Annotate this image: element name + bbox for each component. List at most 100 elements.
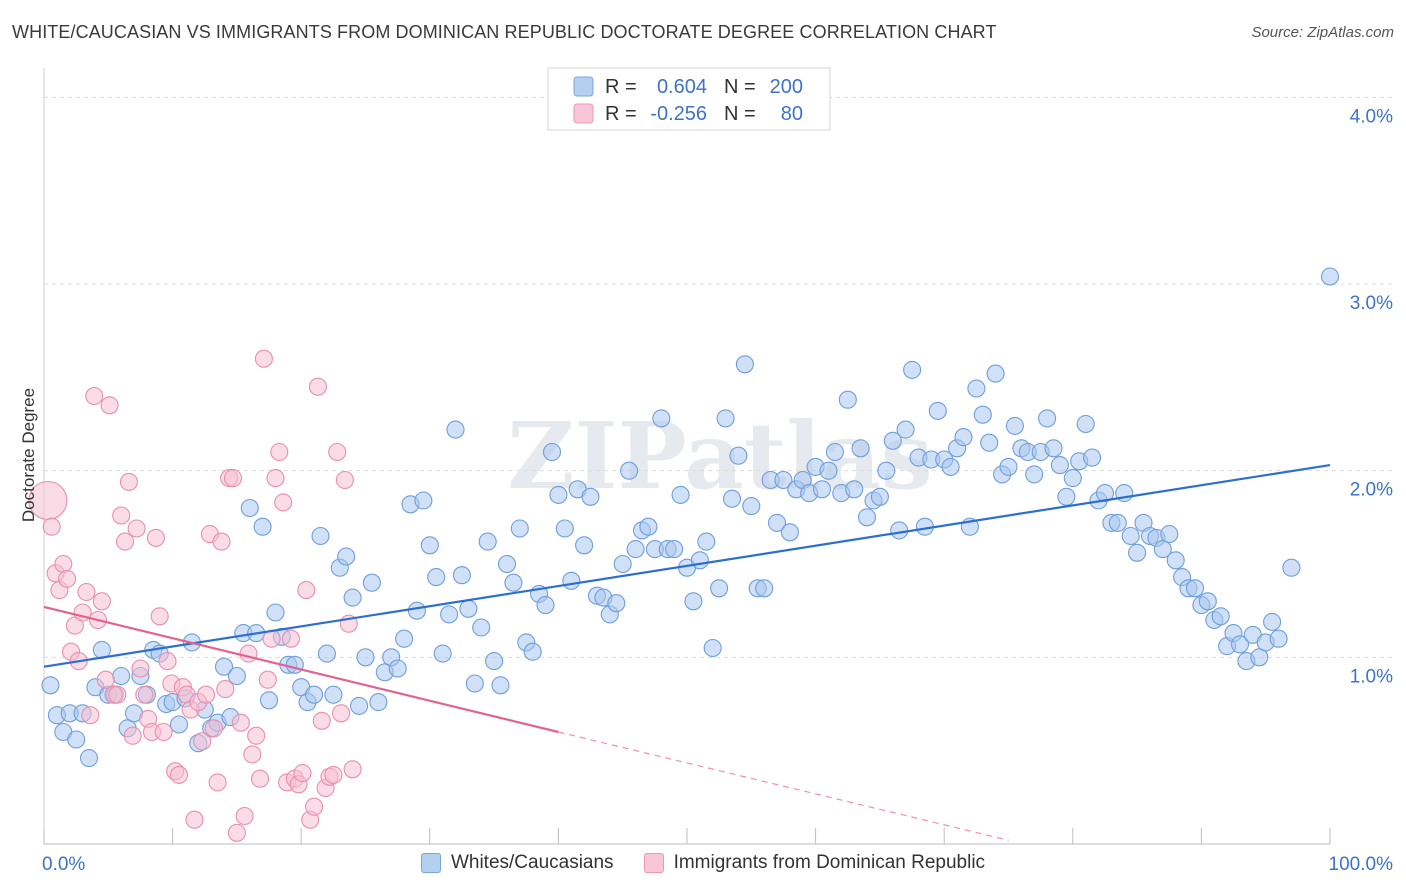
blue-point-27: [214, 657, 234, 676]
pink-point-5: [58, 569, 77, 588]
blue-point-105: [716, 409, 735, 428]
pink-point-41: [196, 685, 216, 704]
blue-point-161: [1076, 414, 1095, 434]
blue-point-192: [1282, 558, 1301, 577]
blue-point-156: [1044, 439, 1063, 458]
blue-point-68: [478, 532, 497, 551]
pink-point-71: [312, 711, 331, 730]
stats-n-value-blue: 200: [770, 76, 803, 98]
series-whites-points: [41, 267, 1340, 768]
pink-point-45: [212, 532, 231, 551]
pink-point-52: [239, 644, 258, 663]
pink-point-25: [135, 685, 154, 704]
pink-point-22: [123, 726, 142, 745]
blue-point-126: [851, 439, 870, 458]
blue-point-159: [1063, 469, 1082, 488]
blue-point-150: [1005, 416, 1024, 435]
blue-point-46: [337, 547, 356, 566]
blue-point-65: [459, 599, 478, 618]
stats-legend-blue-swatch: [573, 76, 594, 97]
blue-point-73: [510, 519, 529, 538]
blue-point-71: [497, 554, 517, 574]
stats-r-value-pink: -0.256: [650, 103, 707, 125]
blue-point-108: [735, 355, 754, 374]
stats-legend-pink-swatch: [573, 103, 594, 124]
blue-point-35: [266, 603, 285, 622]
blue-point-75: [523, 642, 542, 661]
blue-point-72: [504, 573, 523, 592]
pink-point-34: [169, 765, 189, 784]
blue-point-91: [626, 540, 645, 559]
y-tick-label-2: 3.0%: [1350, 293, 1393, 314]
pink-point-49: [227, 823, 246, 842]
blue-point-157: [1050, 456, 1069, 475]
blue-point-70: [491, 676, 510, 695]
blue-point-191: [1269, 629, 1288, 648]
blue-point-83: [575, 536, 594, 555]
blue-point-31: [240, 498, 259, 518]
blue-point-164: [1095, 484, 1115, 503]
pink-point-57: [258, 670, 277, 689]
blue-point-33: [253, 517, 272, 536]
stats-r-value-blue: 0.604: [657, 76, 707, 98]
pink-point-67: [297, 581, 316, 600]
pink-point-16: [100, 396, 119, 415]
blue-point-66: [465, 674, 484, 693]
blue-point-127: [857, 508, 877, 527]
stats-n-label-pink: N =: [724, 103, 756, 125]
pink-point-29: [150, 607, 169, 626]
pink-point-18: [108, 685, 127, 704]
blue-point-132: [890, 521, 909, 540]
pink-point-69: [305, 797, 324, 816]
blue-point-109: [742, 497, 761, 516]
blue-point-93: [639, 517, 658, 536]
blue-point-115: [780, 523, 799, 542]
blue-point-147: [986, 364, 1005, 383]
blue-point-77: [536, 596, 555, 615]
blue-point-90: [620, 461, 639, 480]
stats-r-label-pink: R =: [605, 103, 637, 125]
axes: [43, 68, 1331, 845]
blue-point-104: [710, 579, 729, 598]
blue-point-129: [870, 487, 889, 506]
blue-point-80: [555, 519, 574, 538]
pink-point-56: [254, 349, 273, 368]
blue-point-178: [1185, 579, 1205, 598]
pink-point-30: [154, 722, 173, 742]
blue-point-69: [485, 652, 504, 671]
pink-point-74: [324, 765, 343, 784]
blue-point-145: [973, 405, 992, 424]
blue-point-103: [703, 638, 722, 658]
blue-point-48: [350, 696, 369, 715]
pink-point-21: [119, 472, 138, 491]
pink-point-10: [77, 582, 96, 602]
pink-point-75: [328, 442, 347, 462]
x-tick-label-0: 0.0%: [42, 854, 85, 875]
pink-point-31: [158, 652, 177, 671]
pink-point-63: [281, 629, 300, 648]
pink-point-50: [231, 713, 250, 732]
blue-point-182: [1211, 607, 1230, 626]
blue-point-47: [343, 588, 362, 607]
blue-point-79: [549, 485, 568, 504]
blue-point-168: [1121, 526, 1140, 546]
blue-point-88: [607, 594, 626, 613]
pink-point-12: [85, 386, 104, 406]
blue-point-43: [317, 644, 336, 663]
blue-point-6: [79, 749, 99, 768]
legend-item-dominican[interactable]: Immigrants from Dominican Republic: [643, 852, 985, 874]
blue-point-134: [903, 360, 922, 379]
blue-point-81: [562, 571, 581, 590]
pink-point-46: [216, 680, 235, 699]
y-axis-label: Doctorate Degree: [19, 388, 38, 522]
legend-swatch-dominican: [643, 853, 664, 873]
blue-point-125: [845, 480, 864, 499]
legend-item-whites[interactable]: Whites/Caucasians: [420, 852, 614, 874]
blue-point-0: [41, 676, 60, 695]
blue-point-34: [259, 691, 279, 710]
pink-point-38: [185, 810, 204, 829]
pink-point-11: [81, 706, 100, 725]
y-tick-label-0: 1.0%: [1350, 666, 1393, 687]
pink-point-15: [96, 670, 115, 689]
